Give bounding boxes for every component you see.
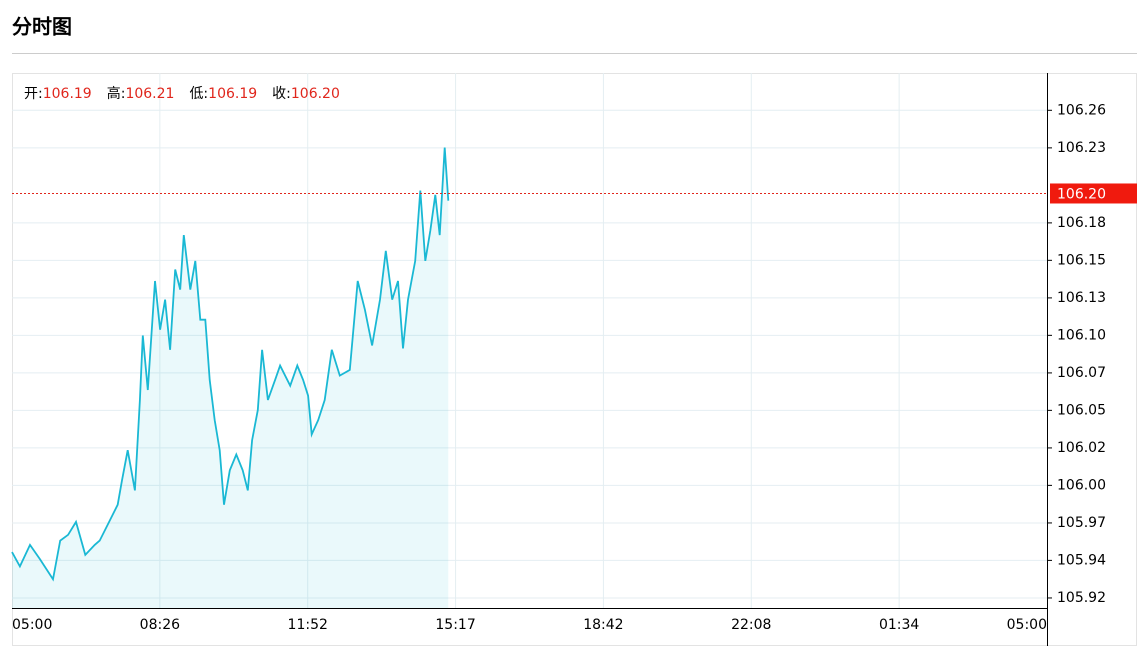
y-tick-label: 106.15	[1057, 252, 1106, 268]
y-tick-label: 106.00	[1057, 477, 1106, 493]
stat-value: 106.19	[208, 86, 257, 102]
chart-title: 分时图	[12, 15, 72, 39]
stat-label: 收:	[272, 86, 291, 102]
stat-value: 106.21	[125, 86, 174, 102]
y-tick-label: 106.13	[1057, 290, 1106, 306]
price-line	[11, 147, 450, 582]
x-tick-label: 05:00	[12, 617, 52, 633]
area	[12, 147, 449, 608]
x-tick-label: 15:17	[435, 617, 475, 633]
y-tick-label: 106.05	[1057, 402, 1106, 418]
x-tick-label: 05:00	[1007, 617, 1047, 633]
stat-value: 106.20	[291, 86, 340, 102]
last-price-label: 106.20	[1057, 186, 1106, 202]
stat-label: 低:	[189, 86, 208, 102]
x-tick-label: 08:26	[140, 617, 180, 633]
x-tick-label: 11:52	[288, 617, 328, 633]
chart-frame	[12, 73, 1137, 646]
y-tick-label: 106.18	[1057, 215, 1106, 231]
y-tick-label: 106.10	[1057, 327, 1106, 343]
stat-value: 106.19	[43, 86, 92, 102]
y-tick-label: 106.07	[1057, 365, 1106, 381]
x-tick-label: 22:08	[731, 617, 771, 633]
y-tick-label: 106.23	[1057, 140, 1106, 156]
x-tick-label: 18:42	[583, 617, 623, 633]
x-tick-label: 01:34	[879, 617, 919, 633]
y-tick-label: 105.92	[1057, 590, 1106, 606]
last-price-box	[1050, 183, 1137, 204]
stat-label: 开:	[24, 86, 43, 102]
stat-label: 高:	[107, 85, 126, 102]
y-tick-label: 106.02	[1057, 440, 1106, 456]
y-tick-label: 105.97	[1057, 515, 1106, 531]
y-tick-label: 106.26	[1057, 102, 1106, 118]
y-tick-label: 105.94	[1057, 552, 1106, 568]
